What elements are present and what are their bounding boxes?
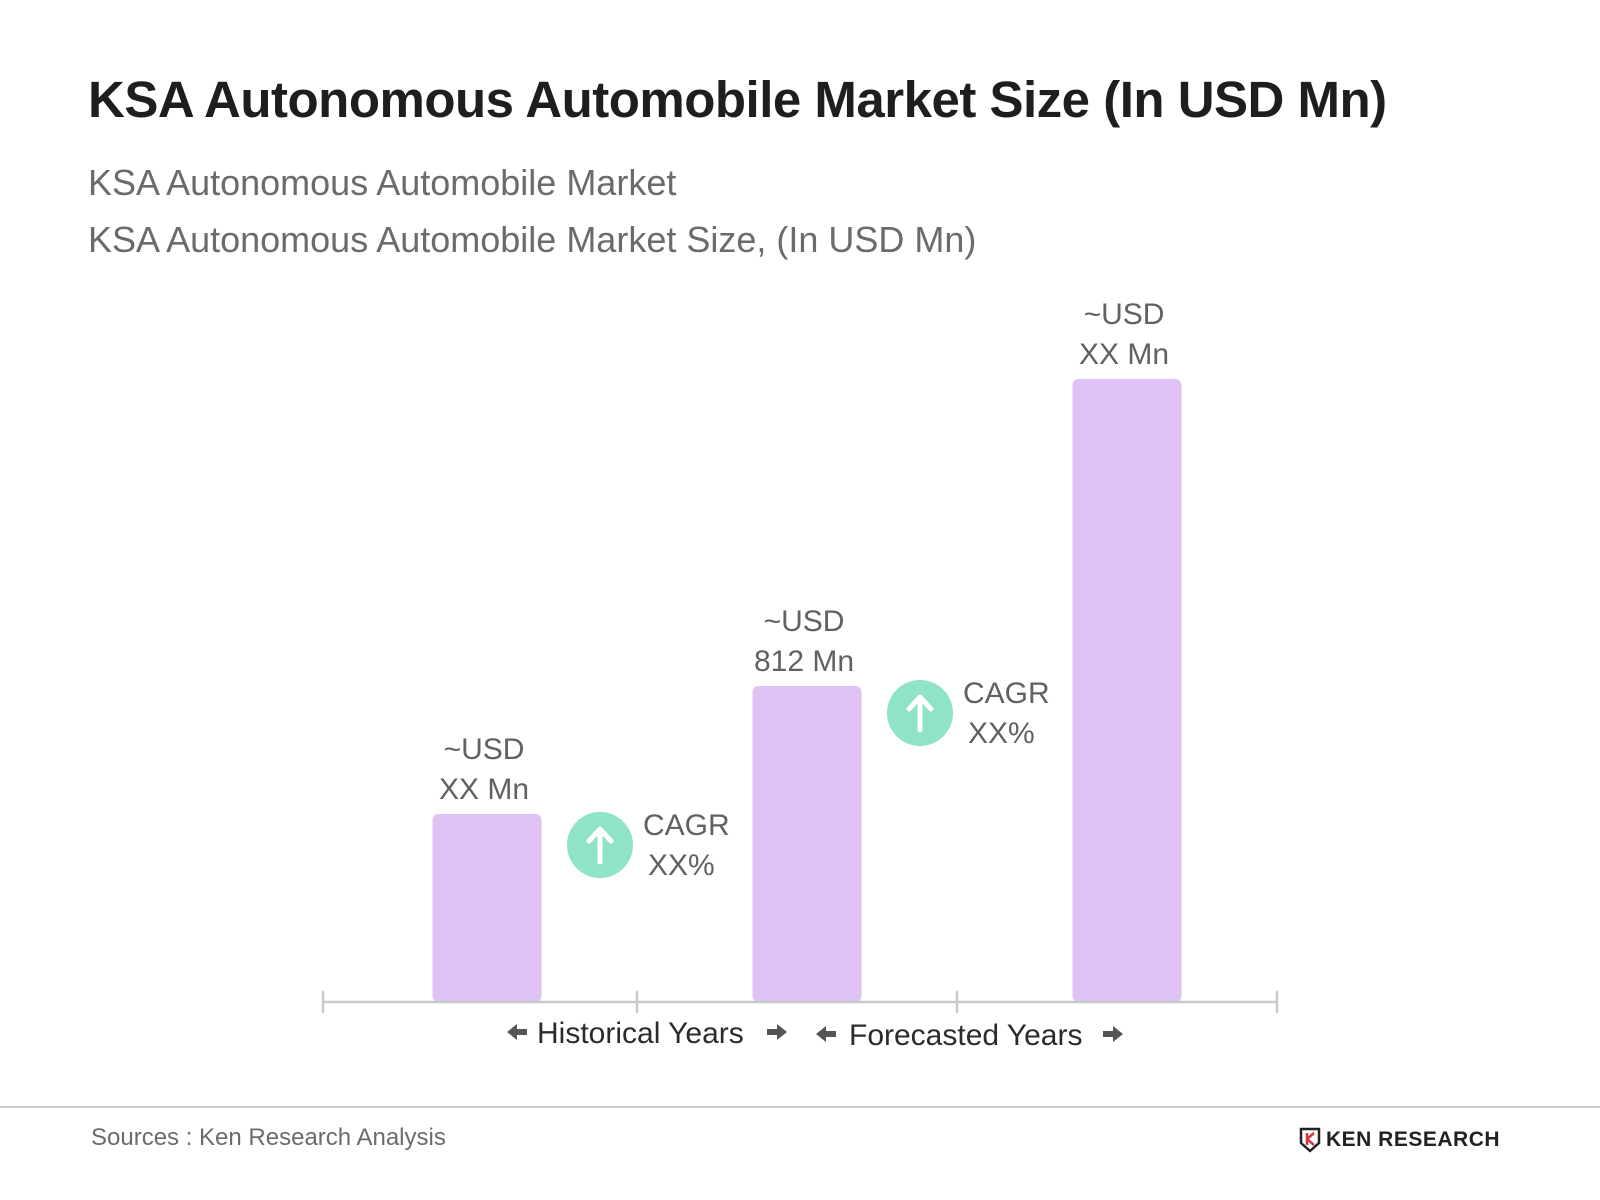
- cagr-value: XX%: [968, 717, 1035, 750]
- data-label: XX Mn: [1079, 338, 1169, 371]
- footer-divider: [0, 1106, 1600, 1108]
- chart-subtitle-units: KSA Autonomous Automobile Market Size, (…: [88, 219, 977, 260]
- arrow-left-icon: [816, 1026, 836, 1042]
- bar: [432, 813, 542, 1002]
- logo-text: KEN RESEARCH: [1326, 1128, 1501, 1151]
- chart-subtitle: KSA Autonomous Automobile Market: [88, 162, 677, 203]
- ken-research-logo-icon: [1299, 1127, 1321, 1153]
- data-label: ~USD: [1084, 298, 1165, 331]
- data-label: ~USD: [444, 733, 525, 766]
- arrow-right-icon: [767, 1024, 787, 1040]
- ken-research-logo: KEN RESEARCH: [1298, 1127, 1500, 1153]
- arrow-up-circle-icon: [887, 680, 953, 746]
- chart-title: KSA Autonomous Automobile Market Size (I…: [88, 71, 1387, 128]
- data-label: 812 Mn: [754, 645, 854, 678]
- cagr-label: CAGR: [643, 809, 730, 842]
- bar-chart: ~USD XX Mn ~USD 812 Mn ~USD XX Mn CAGR XX% CAGR X…: [321, 298, 1279, 1052]
- period-label: Forecasted Years: [849, 1019, 1082, 1052]
- arrow-right-icon: [1103, 1026, 1123, 1042]
- cagr-label: CAGR: [963, 677, 1050, 710]
- source-note: Sources : Ken Research Analysis: [91, 1124, 446, 1151]
- arrow-up-circle-icon: [567, 812, 633, 878]
- cagr-value: XX%: [648, 849, 715, 882]
- data-label: ~USD: [764, 605, 845, 638]
- arrow-left-icon: [507, 1024, 527, 1040]
- bar: [752, 685, 862, 1002]
- period-label: Historical Years: [537, 1017, 744, 1050]
- bar: [1072, 379, 1182, 1002]
- data-label: XX Mn: [439, 773, 529, 806]
